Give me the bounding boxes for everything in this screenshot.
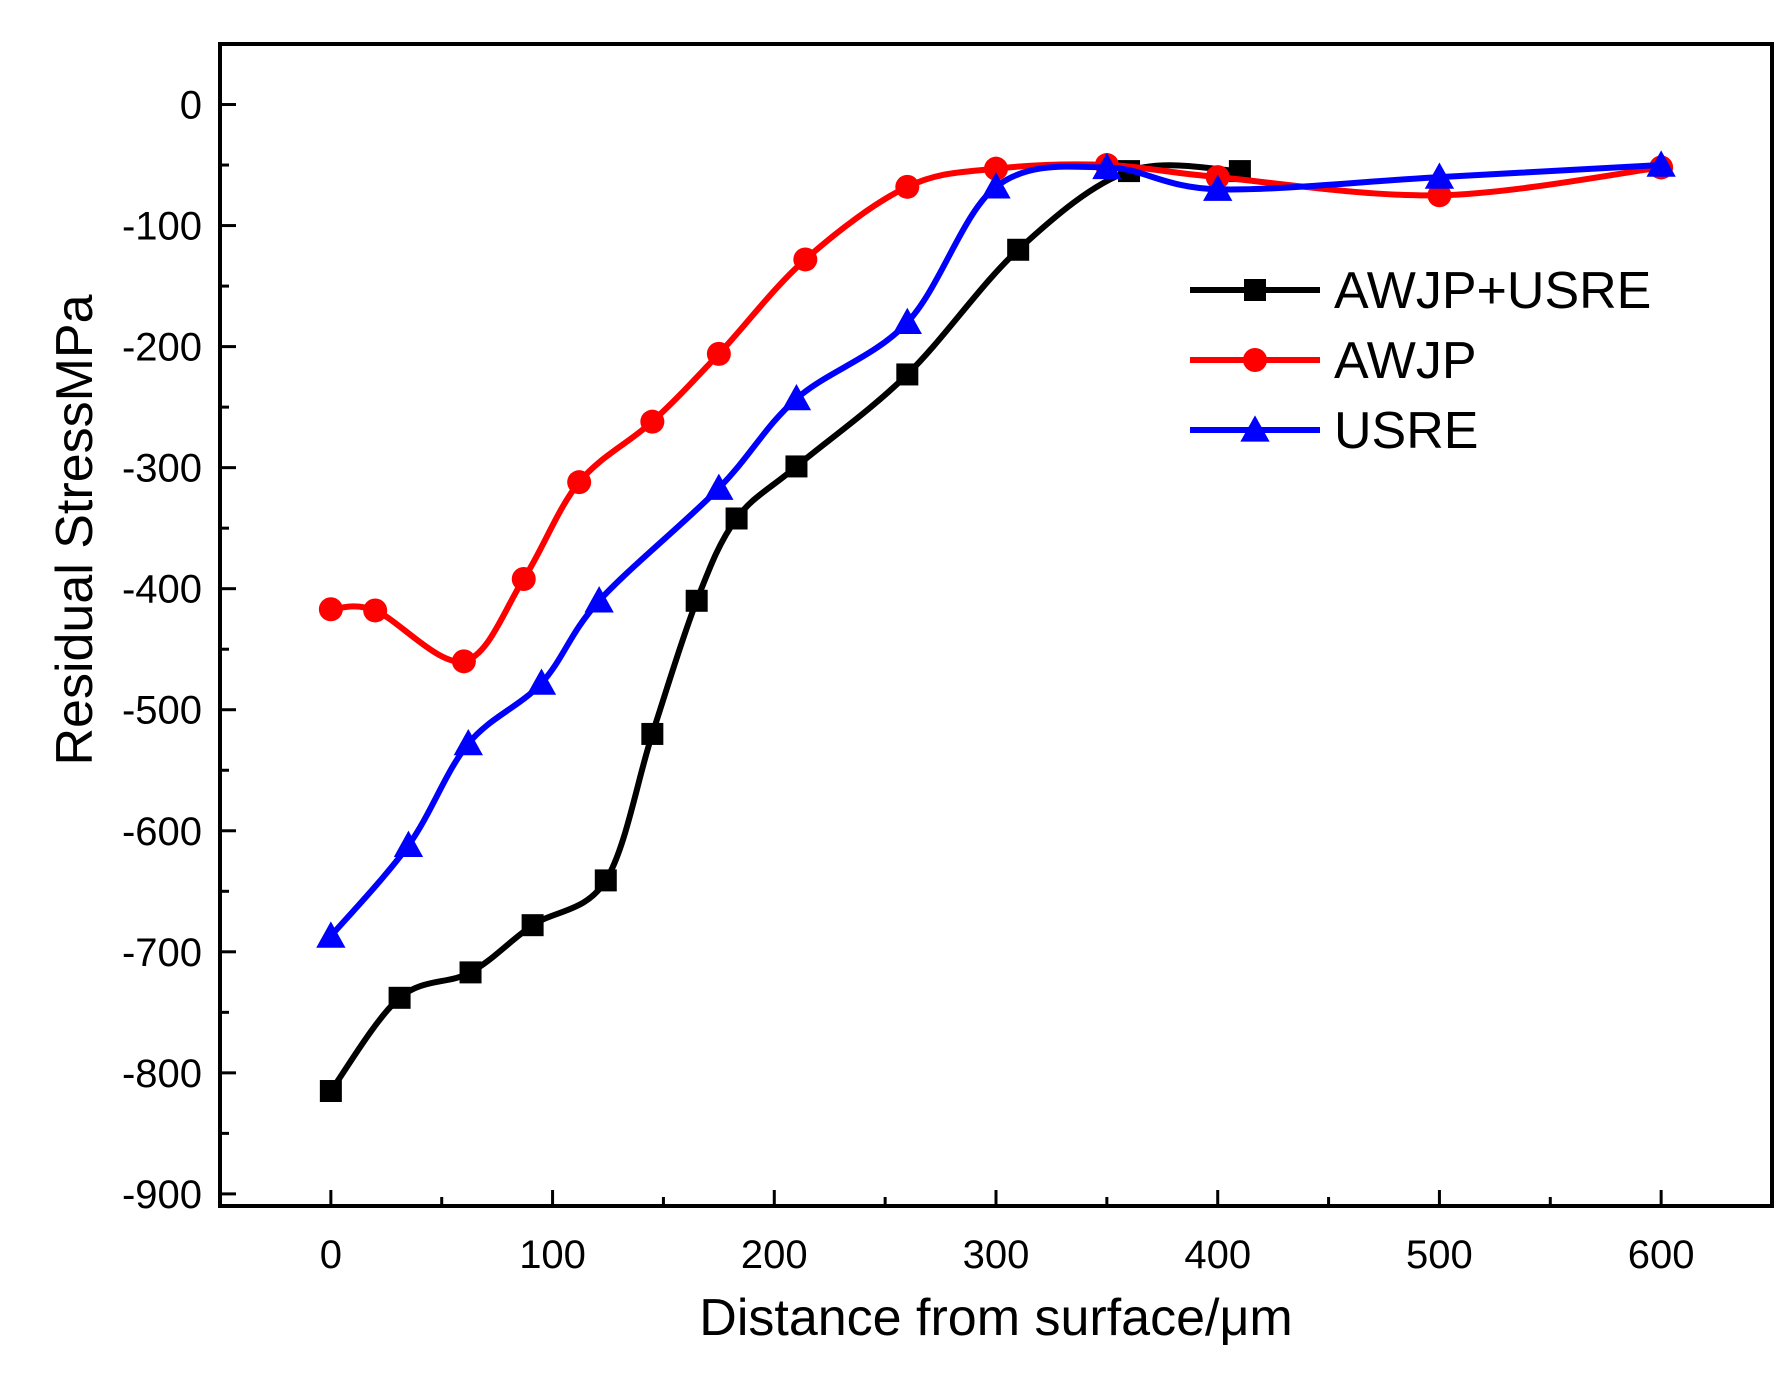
legend-label: USRE	[1334, 402, 1478, 460]
y-tick-label: -900	[122, 1173, 202, 1217]
data-point	[567, 470, 592, 495]
data-point	[393, 830, 424, 857]
data-point	[1427, 183, 1452, 208]
data-point	[641, 722, 664, 745]
data-series	[316, 150, 1676, 1103]
y-tick-label: -400	[122, 568, 202, 612]
data-point	[685, 589, 708, 612]
x-tick-label: 200	[741, 1233, 808, 1277]
data-point	[1092, 152, 1122, 180]
y-tick-label: -800	[122, 1052, 202, 1096]
data-point	[318, 597, 343, 622]
y-tick-label: -600	[122, 810, 202, 854]
legend-marker	[1244, 279, 1266, 301]
plot-frame	[218, 42, 1774, 1208]
y-tick-label: -200	[122, 326, 202, 370]
y-axis-title: Residual StressMPa	[46, 294, 104, 765]
data-point	[1203, 174, 1233, 201]
data-point	[1007, 238, 1030, 261]
x-tick-label: 400	[1184, 1233, 1251, 1277]
data-point	[594, 869, 617, 892]
data-point	[526, 668, 557, 695]
data-point	[363, 598, 388, 623]
data-point	[725, 507, 748, 530]
x-tick-label: 600	[1628, 1233, 1695, 1277]
x-tick-label: 300	[963, 1233, 1030, 1277]
legend-label: AWJP	[1334, 332, 1477, 390]
data-point	[316, 921, 346, 948]
data-point	[895, 174, 920, 199]
x-tick-label: 500	[1406, 1233, 1473, 1277]
legend-marker	[1243, 348, 1267, 372]
data-point	[388, 986, 411, 1009]
data-point	[511, 567, 536, 592]
y-tick-label: 0	[180, 84, 202, 128]
data-point	[640, 409, 665, 434]
legend-marker	[1240, 415, 1270, 442]
data-point	[459, 961, 482, 984]
data-point	[984, 156, 1008, 181]
data-point	[1646, 150, 1676, 177]
data-point	[981, 172, 1011, 199]
y-tick-label: -500	[122, 689, 202, 733]
legend-label: AWJP+USRE	[1334, 262, 1651, 320]
data-point	[1424, 162, 1455, 189]
series-line-usre	[327, 162, 1665, 940]
data-point	[706, 341, 731, 366]
y-tick-label: -700	[122, 931, 202, 975]
y-tick-label: -300	[122, 447, 202, 491]
x-axis-title: Distance from surface/μm	[699, 1289, 1292, 1347]
data-point	[584, 586, 614, 613]
axis-ticks: 0 100 200 300 400 500 600 0 -100 -200 -300 -400 -500…	[122, 84, 1695, 1277]
data-point	[704, 473, 734, 500]
data-point	[451, 649, 476, 674]
data-point	[892, 307, 922, 335]
data-point	[319, 1080, 342, 1103]
data-point	[453, 728, 483, 756]
x-tick-label: 100	[519, 1233, 586, 1277]
data-point	[785, 455, 808, 478]
data-point	[896, 363, 919, 386]
data-point	[793, 247, 818, 272]
data-point	[521, 914, 544, 937]
data-point	[781, 384, 812, 411]
y-tick-label: -100	[122, 205, 202, 249]
series-line-awjp-usre	[327, 162, 1243, 1094]
legend: AWJP+USRE AWJP USRE	[1190, 262, 1651, 460]
x-tick-label: 0	[320, 1233, 342, 1277]
